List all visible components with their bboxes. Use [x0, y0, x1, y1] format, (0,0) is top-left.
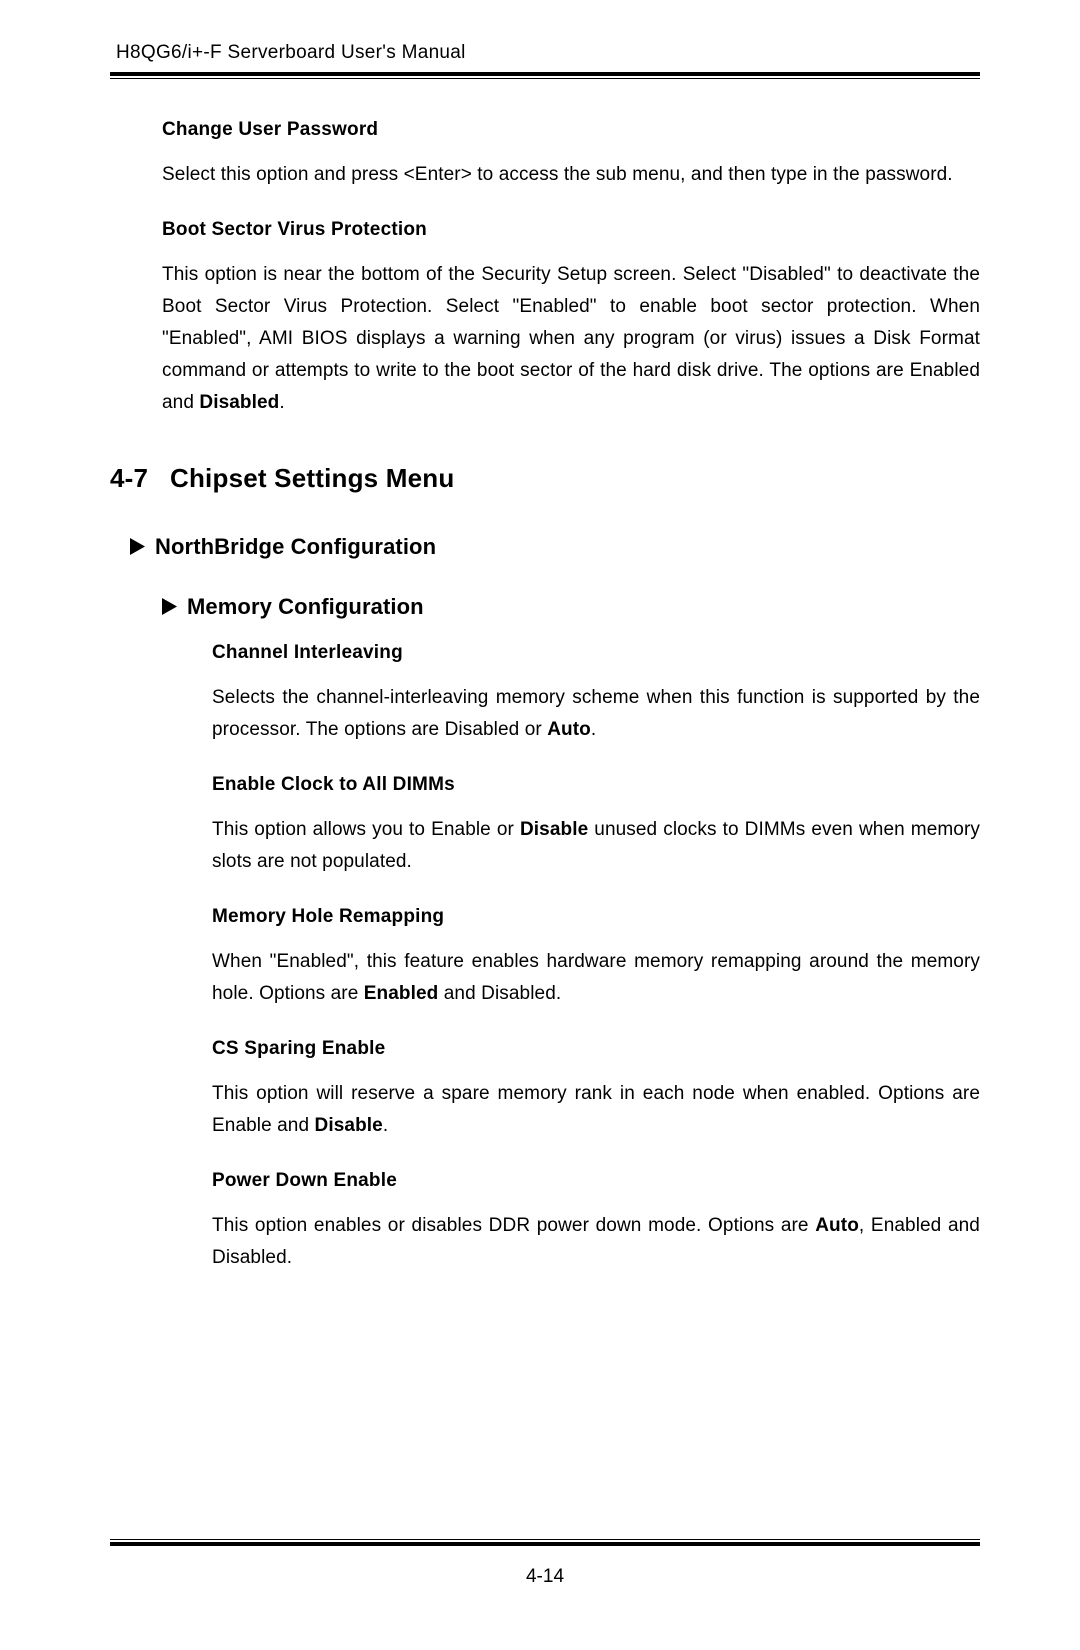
item-heading: Change User Password	[162, 119, 980, 141]
subheading-northbridge: NorthBridge Configuration	[110, 534, 980, 560]
item-heading: Boot Sector Virus Protection	[162, 219, 980, 241]
page-number: 4-14	[110, 1566, 980, 1588]
rule-thick	[110, 1542, 980, 1546]
subheading-memory: Memory Configuration	[110, 594, 980, 620]
body-text: This option enables or disables DDR powe…	[212, 1210, 980, 1274]
body-text: This option allows you to Enable or Disa…	[212, 814, 980, 878]
body-text: This option will reserve a spare memory …	[212, 1078, 980, 1142]
item-heading: Power Down Enable	[212, 1170, 980, 1192]
item-heading: Enable Clock to All DIMMs	[212, 774, 980, 796]
section-heading: 4-7Chipset Settings Menu	[110, 463, 980, 494]
body-text: Selects the channel-interleaving memory …	[212, 682, 980, 746]
page-header: H8QG6/i+-F Serverboard User's Manual	[110, 42, 980, 64]
item-heading: Memory Hole Remapping	[212, 906, 980, 928]
item-heading: Channel Interleaving	[212, 642, 980, 664]
body-text: This option is near the bottom of the Se…	[162, 259, 980, 419]
body-text: When "Enabled", this feature enables har…	[212, 946, 980, 1010]
triangle-icon	[130, 538, 145, 555]
body-text: Select this option and press <Enter> to …	[162, 159, 980, 191]
item-heading: CS Sparing Enable	[212, 1038, 980, 1060]
rule-thin	[110, 1539, 980, 1540]
triangle-icon	[162, 598, 177, 615]
rule-thick	[110, 72, 980, 76]
memory-items: Channel Interleaving Selects the channel-…	[110, 642, 980, 1273]
